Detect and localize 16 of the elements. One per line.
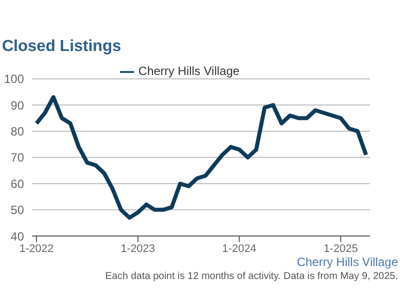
text: Each data point is 12 months of activity. Data is from May 9, 2025. <box>105 271 398 282</box>
y-tick-label: 40 <box>10 229 24 244</box>
x-tick-label: 1-2022 <box>19 242 54 255</box>
y-tick-label: 90 <box>10 98 24 112</box>
x-tick-label: 1-2023 <box>120 242 156 255</box>
chart-title: Closed Listings <box>2 38 122 56</box>
y-tick-label: 100 <box>4 72 24 86</box>
x-tick-label: 1-2024 <box>222 242 256 255</box>
line-series <box>34 95 368 220</box>
y-tick-label: 70 <box>10 150 24 165</box>
y-tick-label: 50 <box>10 203 24 218</box>
text: Cherry Hills Village <box>296 255 398 269</box>
legend-label: Cherry Hills Village <box>138 64 240 78</box>
y-tick-label: 80 <box>10 124 24 138</box>
x-tick-label: 1-2025 <box>324 242 358 255</box>
y-tick-label: 60 <box>10 176 24 191</box>
